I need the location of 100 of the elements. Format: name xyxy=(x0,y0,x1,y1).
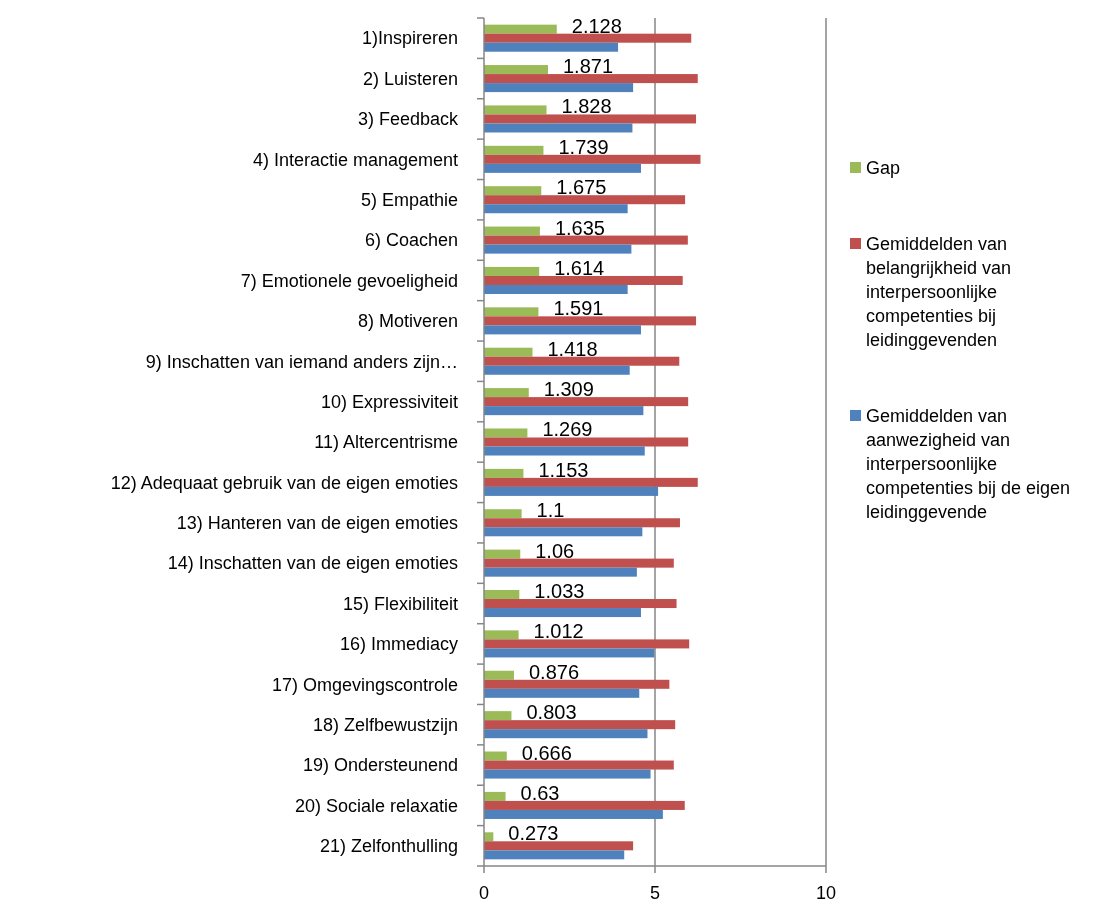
y-tick-label: 14) Inschatten van de eigen emoties xyxy=(167,553,458,574)
bar xyxy=(484,486,659,496)
bar xyxy=(484,275,683,285)
bar xyxy=(484,284,628,294)
bar xyxy=(484,599,677,609)
bar xyxy=(484,800,685,810)
data-label: 1.635 xyxy=(554,216,605,239)
legend-label: Gemiddelden van aanwezigheid van interpersoonlijke competenties bij de eigen leidinggevende xyxy=(866,406,1071,523)
bar xyxy=(484,163,641,173)
y-tick-label: 2) Luisteren xyxy=(362,68,458,89)
bar xyxy=(484,509,522,519)
y-tick-label: 6) Coachen xyxy=(364,230,458,251)
data-label: 0.63 xyxy=(520,781,560,804)
bar xyxy=(484,65,548,75)
bar xyxy=(484,608,641,618)
y-tick-label: 8) Motiveren xyxy=(357,311,458,332)
data-label: 0.876 xyxy=(528,660,580,683)
data-label: 1.675 xyxy=(556,176,607,199)
bar xyxy=(484,347,533,357)
bar xyxy=(484,760,674,770)
bar xyxy=(484,446,645,456)
y-tick-label: 1)Inspireren xyxy=(361,28,458,49)
data-label: 1.828 xyxy=(561,95,612,118)
data-label: 1.06 xyxy=(535,539,575,562)
y-tick-label: 19) Ondersteunend xyxy=(302,755,458,776)
legend-label: Gap xyxy=(866,158,901,179)
bar xyxy=(484,195,686,205)
bar xyxy=(484,590,520,600)
bar xyxy=(484,365,630,375)
data-label: 1.591 xyxy=(553,297,604,320)
bar xyxy=(484,688,640,698)
bar xyxy=(484,527,643,537)
bar xyxy=(484,74,698,84)
bar xyxy=(484,809,663,819)
bar xyxy=(484,769,651,779)
y-tick-label: 7) Emotionele gevoeligheid xyxy=(240,270,458,291)
bar xyxy=(484,711,512,721)
y-tick-label: 16) Immediacy xyxy=(339,634,458,655)
data-label: 1.871 xyxy=(562,55,614,78)
bar xyxy=(484,437,689,447)
x-tick-label: 5 xyxy=(649,883,661,903)
legend-label: Gemiddelden van belangrijkheid van interpersoonlijke competenties bij leidinggevenden xyxy=(866,234,1012,351)
bar xyxy=(484,791,506,801)
bar xyxy=(484,406,644,416)
bar xyxy=(484,720,676,730)
bar xyxy=(484,204,628,214)
bar xyxy=(484,670,514,680)
bar xyxy=(484,33,692,43)
y-tick-label: 15) Flexibiliteit xyxy=(342,593,458,614)
bar xyxy=(484,266,540,276)
bar xyxy=(484,105,547,115)
x-tick-label: 0 xyxy=(478,883,490,903)
bar xyxy=(484,558,674,568)
bar xyxy=(484,307,539,317)
y-tick-label: 21) Zelfonthulling xyxy=(319,836,458,857)
bar xyxy=(484,841,634,851)
bar xyxy=(484,186,542,196)
data-label: 1.153 xyxy=(538,458,589,481)
data-label: 0.273 xyxy=(508,822,559,845)
bar xyxy=(484,235,688,245)
bar xyxy=(484,679,670,689)
bar xyxy=(484,477,698,487)
bar xyxy=(484,226,540,236)
y-tick-label: 13) Hanteren van de eigen emoties xyxy=(176,513,458,534)
bar xyxy=(484,244,632,254)
bar xyxy=(484,639,690,649)
data-label: 1.012 xyxy=(533,620,584,643)
y-tick-label: 18) Zelfbewustzijn xyxy=(312,714,458,735)
data-label: 1.418 xyxy=(547,337,598,360)
bar xyxy=(484,751,507,761)
data-label: 1.033 xyxy=(534,580,585,603)
bar xyxy=(484,145,544,155)
bar xyxy=(484,648,655,658)
bar xyxy=(484,428,528,438)
data-label: 0.666 xyxy=(521,741,572,764)
bar xyxy=(484,630,519,640)
data-label: 1.739 xyxy=(558,135,609,158)
bar xyxy=(484,567,637,577)
bar xyxy=(484,729,648,739)
data-label: 1.309 xyxy=(543,378,594,401)
y-tick-label: 10) Expressiviteit xyxy=(320,391,458,412)
data-label: 1.1 xyxy=(536,499,565,522)
bar xyxy=(484,123,633,133)
bar xyxy=(484,549,521,559)
bar xyxy=(484,83,634,93)
data-label: 1.269 xyxy=(542,418,593,441)
y-tick-label: 11) Altercentrisme xyxy=(314,432,458,453)
bar xyxy=(484,114,697,124)
bar xyxy=(484,356,680,366)
bar xyxy=(484,468,524,478)
bar xyxy=(484,518,680,528)
bar xyxy=(484,388,529,398)
bar xyxy=(484,325,641,335)
y-tick-label: 9) Inschatten van iemand anders zijn… xyxy=(145,351,458,372)
bar xyxy=(484,397,689,407)
data-label: 1.614 xyxy=(554,256,605,279)
data-label: 2.128 xyxy=(571,14,622,37)
bar xyxy=(484,850,625,860)
y-tick-label: 17) Omgevingscontrole xyxy=(271,674,458,695)
y-tick-label: 5) Empathie xyxy=(360,190,458,211)
